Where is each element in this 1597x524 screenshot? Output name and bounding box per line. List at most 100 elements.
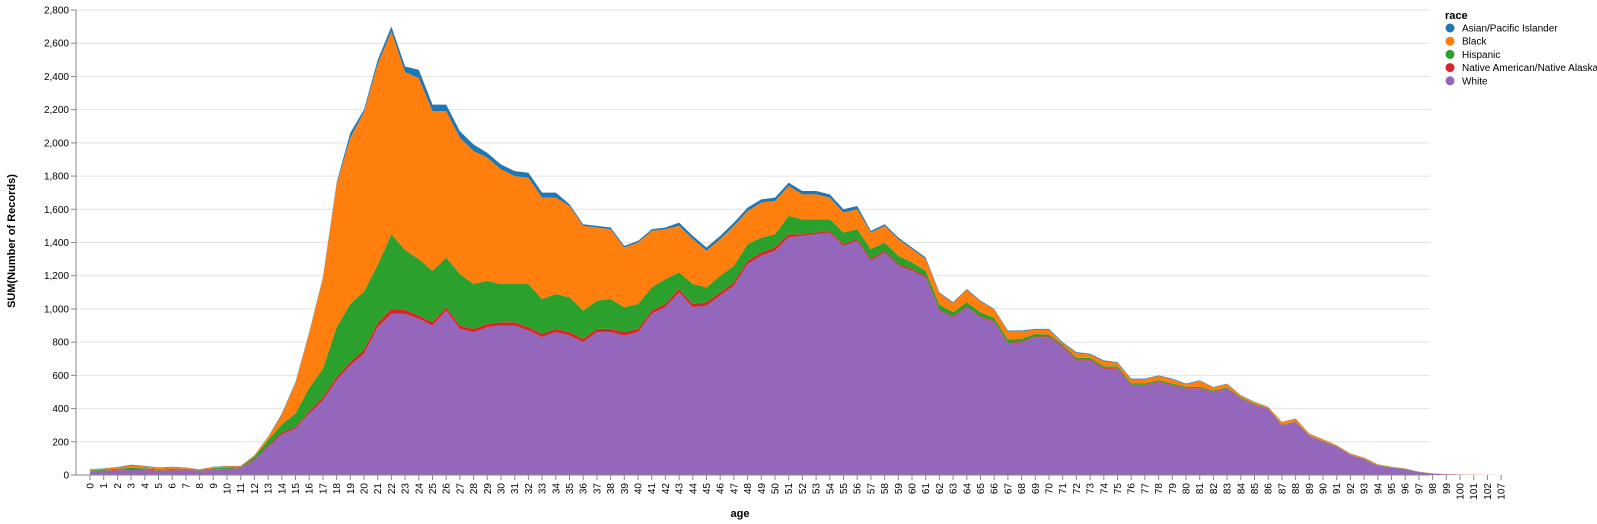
legend-entries: Asian/Pacific Islander Black Hispanic Nativ… (1445, 23, 1597, 87)
x-tick-label: 101 (1469, 483, 1480, 500)
y-tick-label: 600 (52, 371, 69, 382)
y-tick-label: 1,800 (44, 172, 69, 183)
legend: race Asian/Pacific Islander Black Hispanic… (1445, 10, 1597, 87)
x-tick-label: 89 (1305, 483, 1316, 495)
x-tick-label: 56 (853, 483, 864, 495)
x-tick-label: 35 (565, 483, 576, 495)
x-tick-label: 83 (1223, 483, 1234, 495)
x-tick-label: 80 (1182, 483, 1193, 495)
x-tick-label: 4 (140, 483, 151, 489)
x-tick-label: 27 (455, 483, 466, 495)
x-tick-label: 31 (510, 483, 521, 495)
x-axis-ticks: 0 1 2 3 4 5 6 7 8 9 10 11 12 13 14 15 16 17 18 19 20 21 22 23 24… (86, 475, 1508, 500)
x-tick-label: 30 (497, 483, 508, 495)
x-tick-label: 25 (428, 483, 439, 495)
x-tick-label: 32 (524, 483, 535, 495)
x-tick-label: 78 (1154, 483, 1165, 495)
x-tick-label: 46 (716, 483, 727, 495)
x-tick-label: 93 (1360, 483, 1371, 495)
y-axis-title: SUM(Number of Records) (6, 174, 18, 308)
x-tick-label: 62 (935, 483, 946, 495)
x-tick-label: 0 (86, 483, 97, 489)
x-tick-label: 55 (839, 483, 850, 495)
x-tick-label: 94 (1373, 483, 1384, 495)
x-tick-label: 14 (277, 483, 288, 495)
x-tick-label: 40 (634, 483, 645, 495)
y-tick-label: 0 (63, 471, 69, 482)
y-tick-label: 2,800 (44, 6, 69, 17)
x-tick-label: 88 (1291, 483, 1302, 495)
x-tick-label: 98 (1428, 483, 1439, 495)
x-tick-label: 24 (414, 483, 425, 495)
x-tick-label: 44 (688, 483, 699, 495)
x-tick-label: 10 (223, 483, 234, 495)
x-tick-label: 9 (209, 483, 220, 489)
x-tick-label: 67 (1003, 483, 1014, 495)
legend-label-asian-pacific-islander: Asian/Pacific Islander (1462, 24, 1558, 35)
y-tick-label: 1,000 (44, 304, 69, 315)
y-tick-label: 2,200 (44, 105, 69, 116)
axes: 02004006008001,0001,2001,4001,6001,8002,… (6, 6, 1508, 521)
y-tick-label: 2,600 (44, 39, 69, 50)
area-white (90, 232, 1502, 475)
x-tick-label: 36 (579, 483, 590, 495)
x-tick-label: 39 (620, 483, 631, 495)
y-tick-label: 2,000 (44, 138, 69, 149)
y-tick-label: 1,400 (44, 238, 69, 249)
x-tick-label: 21 (373, 483, 384, 495)
x-tick-label: 85 (1250, 483, 1261, 495)
x-tick-label: 38 (606, 483, 617, 495)
x-tick-label: 11 (236, 483, 247, 494)
x-tick-label: 70 (1045, 483, 1056, 495)
x-tick-label: 84 (1236, 483, 1247, 495)
legend-label-white: White (1462, 76, 1488, 87)
x-tick-label: 66 (990, 483, 1001, 495)
x-tick-label: 52 (798, 483, 809, 495)
x-tick-label: 97 (1414, 483, 1425, 495)
x-tick-label: 72 (1072, 483, 1083, 495)
x-tick-label: 90 (1319, 483, 1330, 495)
x-tick-label: 16 (305, 483, 316, 495)
x-tick-label: 12 (250, 483, 261, 495)
x-tick-label: 33 (538, 483, 549, 495)
x-tick-label: 71 (1058, 483, 1069, 495)
x-tick-label: 3 (127, 483, 138, 489)
legend-title: race (1445, 10, 1468, 22)
x-tick-label: 73 (1086, 483, 1097, 495)
x-tick-label: 81 (1195, 483, 1206, 495)
legend-swatch-asian-pacific-islander (1445, 23, 1455, 33)
x-tick-label: 60 (908, 483, 919, 495)
x-tick-label: 95 (1387, 483, 1398, 495)
x-tick-label: 76 (1127, 483, 1138, 495)
x-tick-label: 51 (784, 483, 795, 495)
x-tick-label: 19 (346, 483, 357, 495)
legend-swatch-native-american-native-alaskan (1445, 63, 1455, 73)
x-tick-label: 47 (729, 483, 740, 495)
y-tick-label: 1,600 (44, 205, 69, 216)
x-tick-label: 61 (921, 483, 932, 495)
x-tick-label: 74 (1099, 483, 1110, 495)
x-tick-label: 77 (1140, 483, 1151, 495)
x-tick-label: 41 (647, 483, 658, 495)
x-tick-label: 5 (154, 483, 165, 489)
x-tick-label: 7 (181, 483, 192, 489)
area-hispanic (90, 215, 1502, 475)
x-tick-label: 18 (332, 483, 343, 495)
area-black (90, 31, 1502, 475)
area-series (90, 26, 1502, 475)
x-tick-label: 45 (702, 483, 713, 495)
x-tick-label: 54 (825, 483, 836, 495)
x-tick-label: 82 (1209, 483, 1220, 495)
legend-label-native-american-native-alaskan: Native American/Native Alaskan (1462, 63, 1597, 74)
x-tick-label: 91 (1332, 483, 1343, 495)
x-tick-label: 20 (360, 483, 371, 495)
x-tick-label: 43 (675, 483, 686, 495)
x-tick-label: 75 (1113, 483, 1124, 495)
x-tick-label: 17 (318, 483, 329, 495)
x-tick-label: 42 (661, 483, 672, 495)
x-tick-label: 92 (1346, 483, 1357, 495)
x-tick-label: 37 (592, 483, 603, 495)
x-tick-label: 29 (483, 483, 494, 495)
y-tick-label: 200 (52, 437, 69, 448)
